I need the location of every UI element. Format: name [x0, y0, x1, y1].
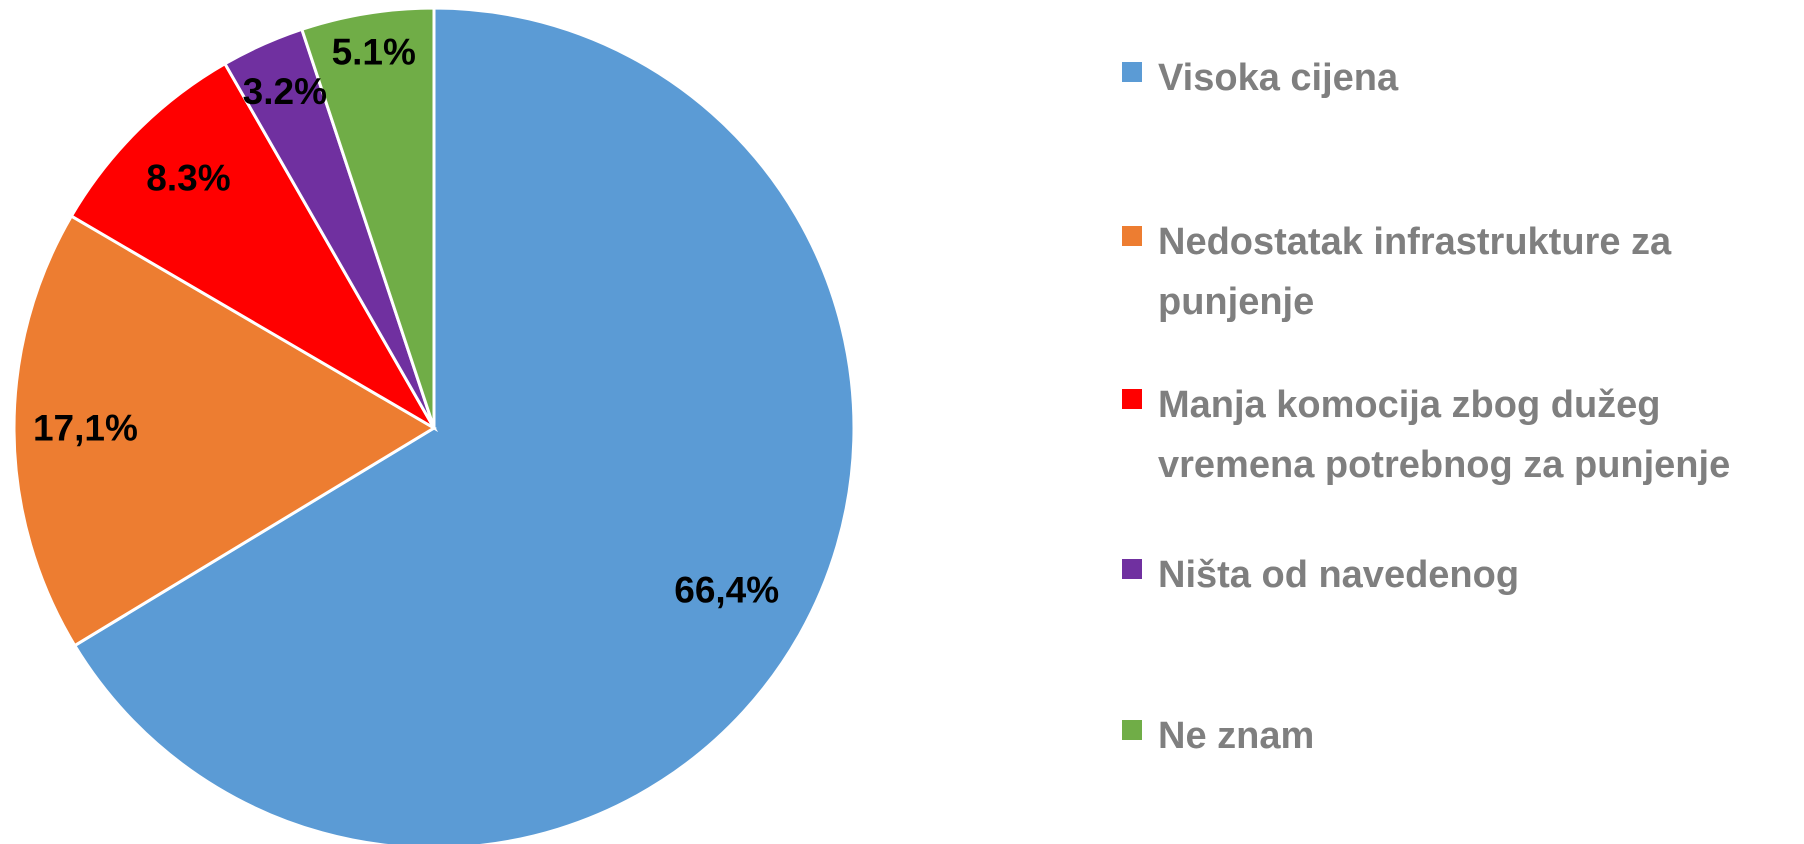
legend-label: Nedostatak infrastrukture za punjenje [1158, 221, 1672, 323]
legend-swatch [1122, 226, 1142, 246]
pie-slice [72, 6, 856, 844]
data-label: 5.1% [332, 32, 416, 73]
data-label: 66,4% [674, 570, 779, 611]
legend-item: Ne znam [1122, 706, 1802, 766]
legend-item: Nedostatak infrastrukture za punjenje [1122, 212, 1802, 332]
legend-swatch [1122, 62, 1142, 82]
legend-label: Ne znam [1158, 715, 1315, 757]
legend-item: Visoka cijena [1122, 48, 1802, 108]
legend-swatch [1122, 389, 1142, 409]
pie-slice [12, 214, 437, 648]
chart: 66,4% 17,1% 8.3% 3.2%5.1% [12, 6, 856, 844]
legend-swatch [1122, 559, 1142, 579]
legend-label: Visoka cijena [1158, 57, 1399, 99]
pie-slice [69, 61, 439, 433]
legend-label: Ništa od navedenog [1158, 554, 1520, 596]
data-label: 3.2% [243, 71, 327, 112]
data-label: 17,1% [33, 408, 138, 449]
legend-item: Manja komocija zbog dužeg vremena potreb… [1122, 375, 1802, 495]
data-label: 8.3% [146, 157, 230, 198]
pie-slice [299, 6, 436, 429]
legend-item: Ništa od navedenog [1122, 545, 1802, 605]
legend-label: Manja komocija zbog dužeg vremena potreb… [1158, 384, 1731, 486]
legend-swatch [1122, 720, 1142, 740]
